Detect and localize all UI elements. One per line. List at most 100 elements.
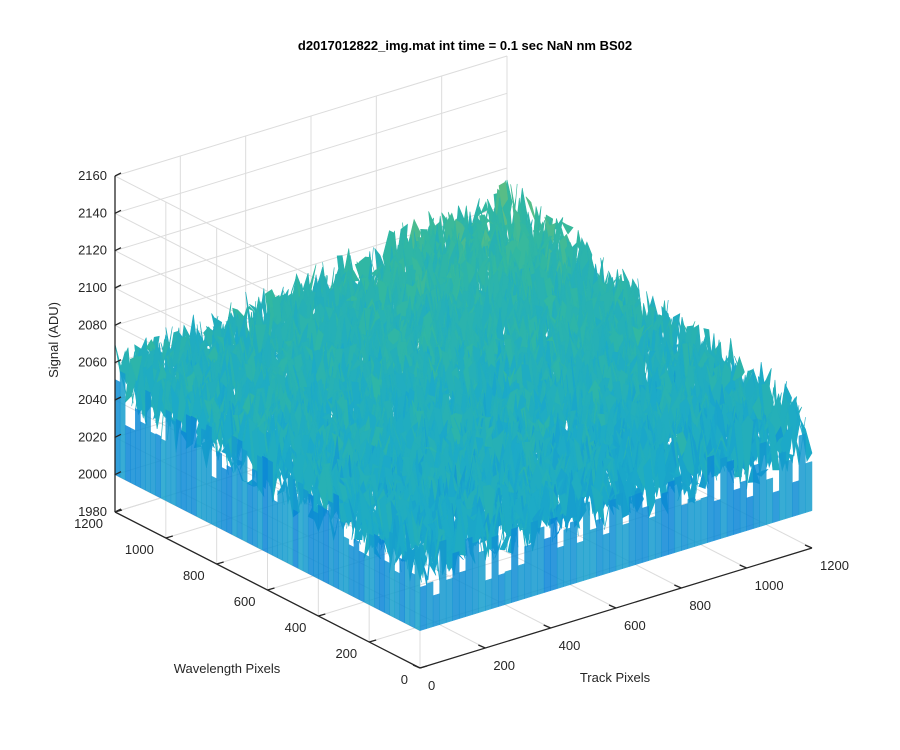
surface-patch xyxy=(695,445,708,494)
surface-skirt xyxy=(465,536,473,618)
surface-skirt xyxy=(472,541,480,616)
surface-skirt xyxy=(759,441,767,528)
surface-patch xyxy=(788,396,801,457)
surface-skirt xyxy=(746,495,754,532)
surface-skirt xyxy=(602,532,610,576)
surface-skirt xyxy=(292,509,299,569)
surface-skirt xyxy=(445,577,453,624)
surface-skirt xyxy=(772,490,780,524)
surface-patch xyxy=(357,465,371,494)
surface-skirt xyxy=(414,544,421,632)
surface-skirt xyxy=(246,482,253,546)
surface-skirt xyxy=(379,537,385,613)
chart-title: d2017012822_img.mat int time = 0.1 sec N… xyxy=(298,38,632,53)
surface-skirt xyxy=(165,409,172,504)
surface-skirt xyxy=(720,456,728,540)
surface-patch xyxy=(689,405,702,436)
surface-skirt xyxy=(180,429,187,512)
z-tick-label: 2100 xyxy=(78,280,107,295)
surface-skirt xyxy=(426,581,434,630)
x-tick-label: 200 xyxy=(493,658,515,673)
surface-skirt xyxy=(622,522,630,570)
surface-skirt xyxy=(713,499,721,542)
surface-skirt xyxy=(766,477,774,526)
surface-skirt xyxy=(160,438,167,502)
surface-patch xyxy=(427,523,440,581)
surface-patch xyxy=(206,374,220,402)
surface-skirt xyxy=(661,491,669,558)
surface-patch xyxy=(212,396,225,444)
surface-patch xyxy=(425,323,438,345)
y-axis-label: Wavelength Pixels xyxy=(174,661,281,676)
surface-patch xyxy=(540,367,554,385)
y-tick-mark xyxy=(368,639,377,643)
surface-patch xyxy=(424,447,437,453)
surface-patch xyxy=(758,412,771,450)
surface-patch xyxy=(350,359,364,372)
surface-skirt xyxy=(452,551,460,622)
surface-skirt xyxy=(556,545,564,590)
surface-patch xyxy=(481,217,494,230)
z-tick-mark xyxy=(114,321,122,326)
surface-patch xyxy=(376,331,389,359)
x-tick-label: 400 xyxy=(559,638,581,653)
x-tick-mark xyxy=(412,664,421,669)
surface-skirt xyxy=(318,504,324,582)
surface-patch xyxy=(604,491,617,530)
surface-patch xyxy=(670,384,684,426)
z-axis-ticks: 1980 2000 2020 2040 2060 2080 2100 2120 2140 2160 xyxy=(78,168,122,519)
surface-skirt xyxy=(252,468,258,548)
surface-skirt xyxy=(114,379,121,478)
surface-patch xyxy=(242,305,255,320)
z-tick-mark xyxy=(114,433,122,438)
z-tick-mark xyxy=(114,247,122,252)
surface-skirt xyxy=(363,553,370,606)
surface-patch xyxy=(322,413,335,426)
surface-patch xyxy=(129,355,143,382)
surface-patch xyxy=(471,227,485,242)
z-tick-mark xyxy=(114,284,122,289)
z-tick-label: 1980 xyxy=(78,504,107,519)
surface-skirt xyxy=(155,433,161,499)
y-tick-label: 1000 xyxy=(125,542,154,557)
surface-skirt xyxy=(302,488,309,574)
surface-patch xyxy=(630,463,643,492)
surface-skirt xyxy=(517,563,525,602)
surface-skirt xyxy=(779,451,787,522)
surface-patch xyxy=(306,419,319,442)
y-tick-mark xyxy=(267,587,275,591)
surface-patch xyxy=(640,324,653,338)
surface-patch xyxy=(347,262,360,282)
surface-skirt xyxy=(439,539,447,626)
surface-skirt xyxy=(798,433,806,516)
surface-skirt xyxy=(694,499,702,548)
surface-patch xyxy=(715,434,728,455)
surface-patch xyxy=(682,432,695,479)
x-tick-mark xyxy=(739,564,747,569)
surface-skirt xyxy=(216,450,222,530)
y-tick-mark xyxy=(318,613,326,617)
surface-patch xyxy=(557,262,570,294)
surface-patch xyxy=(345,295,359,302)
surface-skirt xyxy=(530,520,538,598)
surface-patch xyxy=(173,365,186,380)
x-axis-label: Track Pixels xyxy=(580,670,651,685)
surface-patch xyxy=(641,309,654,357)
x-tick-mark xyxy=(543,624,551,629)
z-tick-label: 2080 xyxy=(78,317,107,332)
y-tick-label: 0 xyxy=(401,672,408,687)
surface-skirt xyxy=(596,517,604,578)
surface-patch xyxy=(519,486,532,531)
surface-patch xyxy=(503,367,516,394)
surface-skirt xyxy=(328,500,334,587)
surface-skirt xyxy=(175,418,182,509)
surface-patch xyxy=(440,516,454,539)
surface-skirt xyxy=(196,443,202,520)
x-tick-label: 1000 xyxy=(755,578,784,593)
surface-patch xyxy=(564,470,578,527)
surface-skirt xyxy=(236,438,243,541)
surface-patch xyxy=(571,470,584,501)
surface-skirt xyxy=(348,544,355,598)
surface-patch xyxy=(643,457,656,519)
